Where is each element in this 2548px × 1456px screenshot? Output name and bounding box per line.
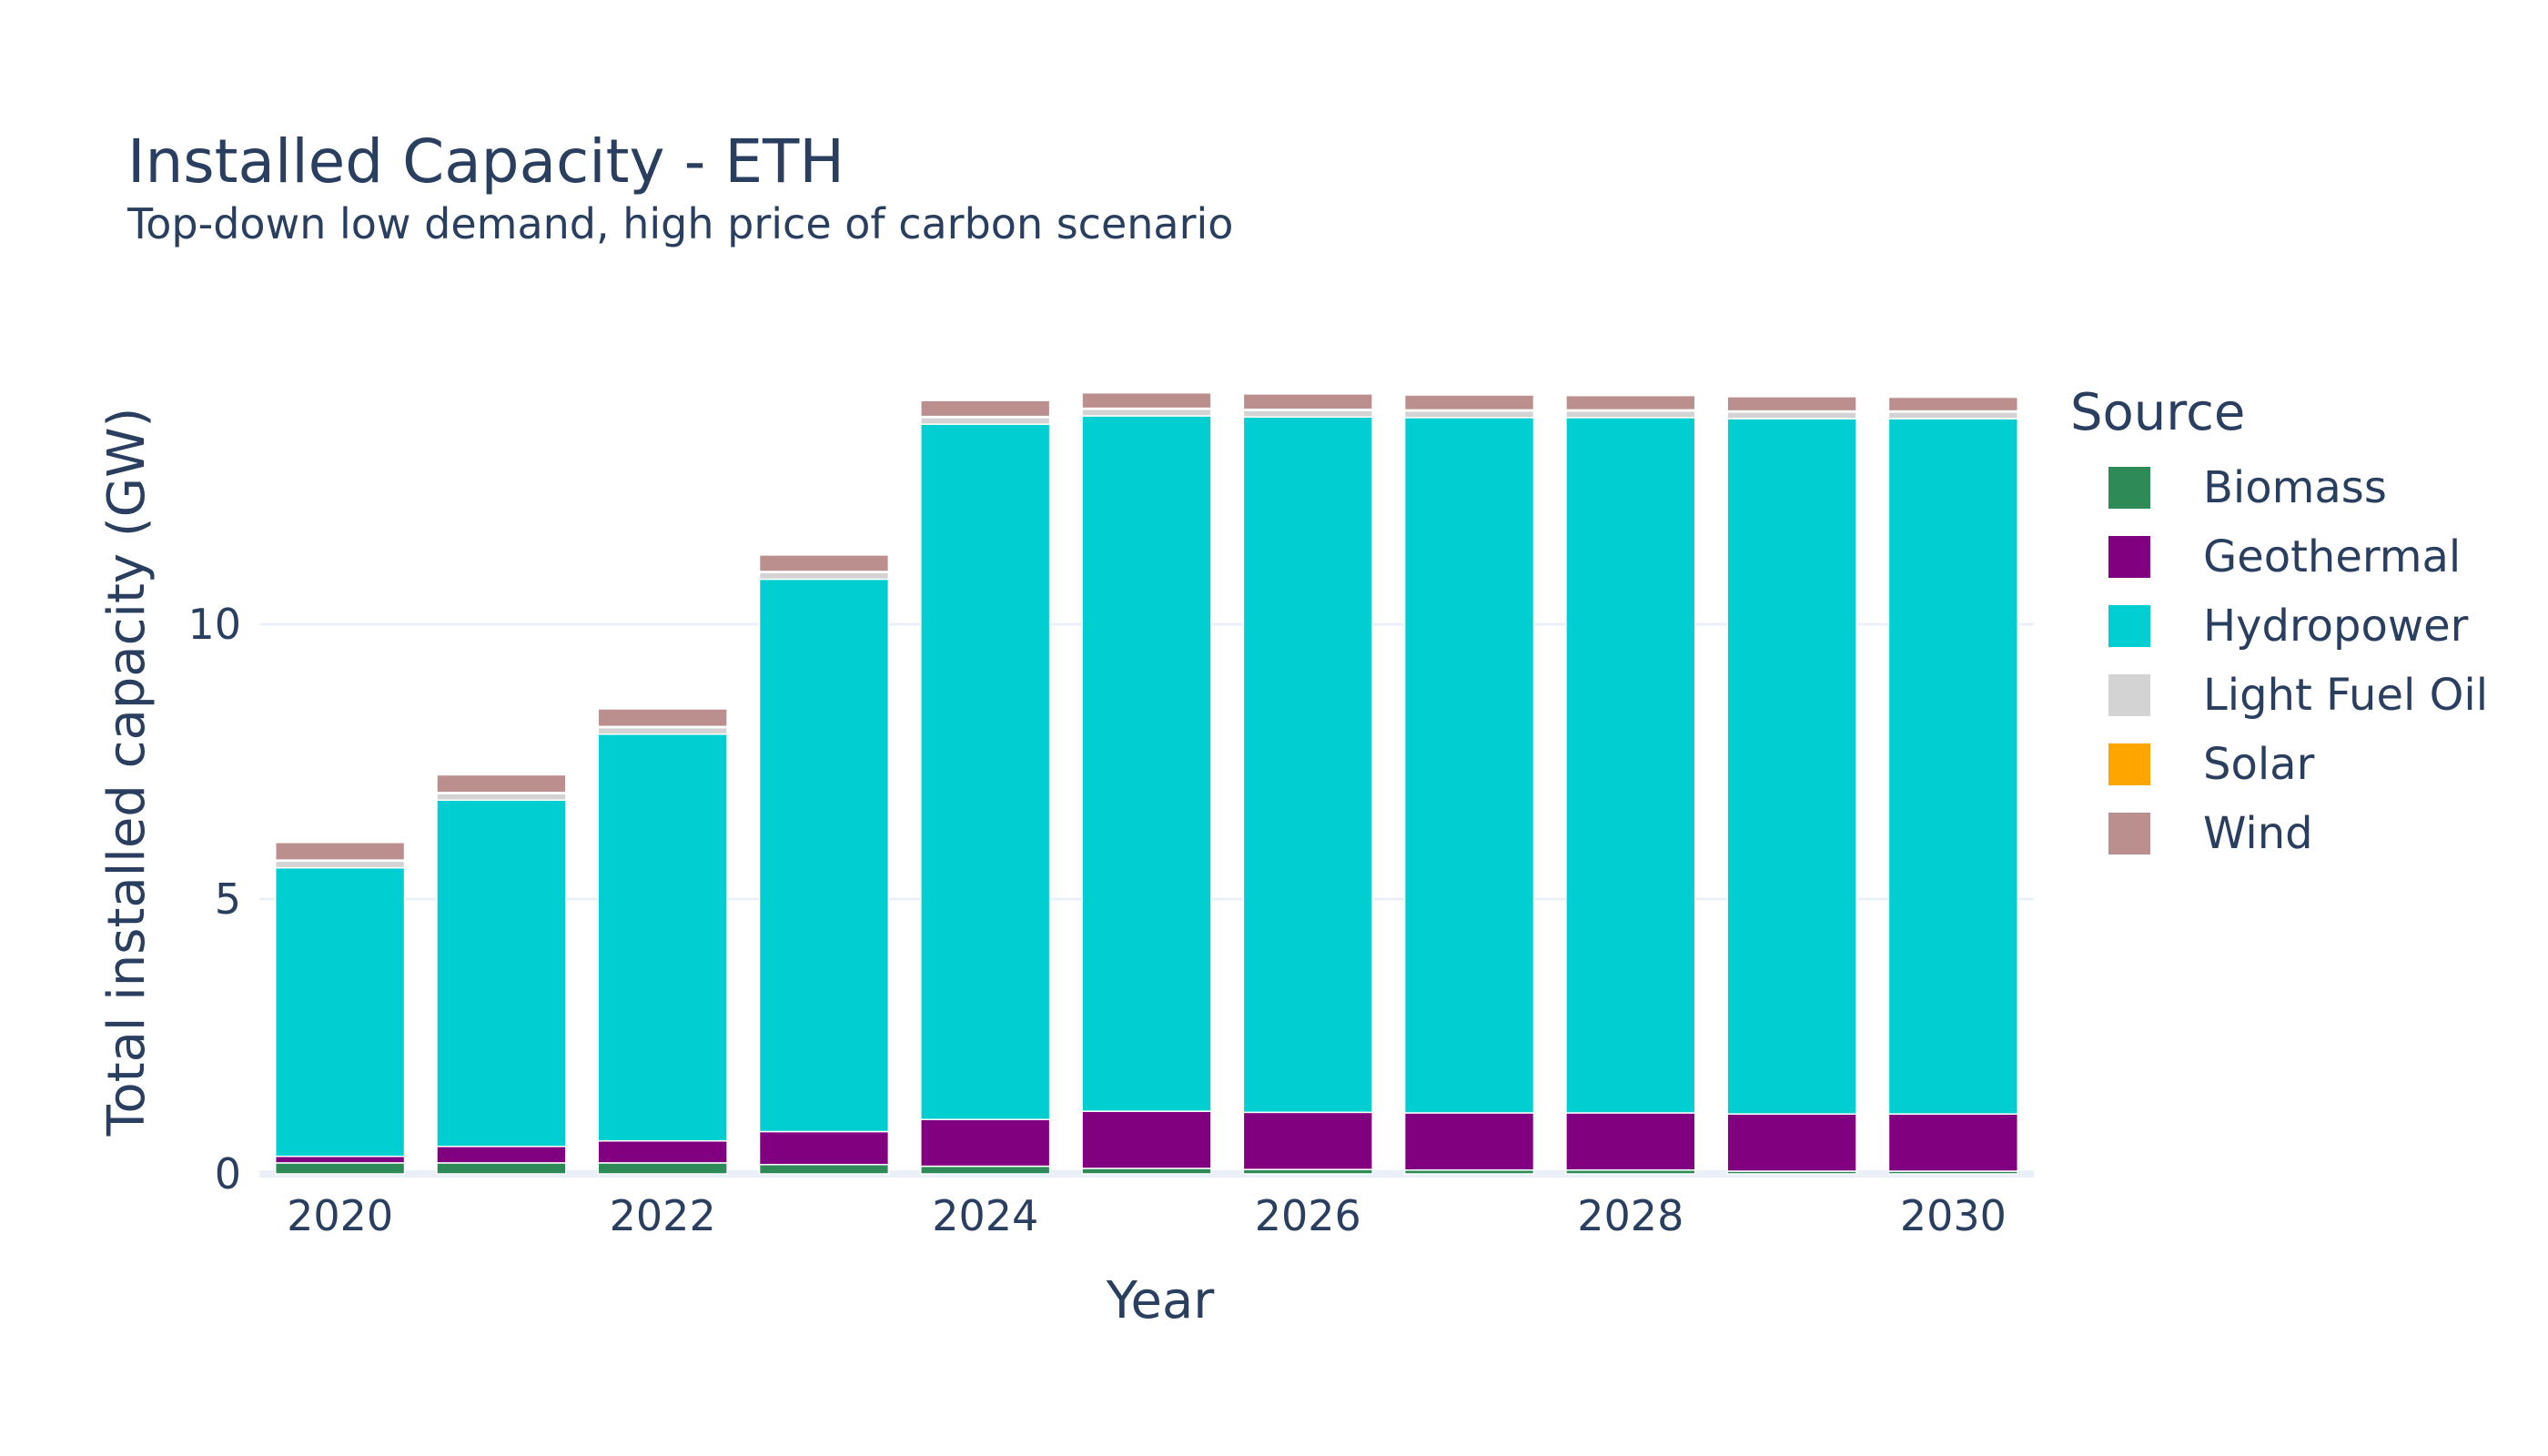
bar-geothermal-2028 xyxy=(1565,1112,1696,1171)
x-tick-label: 2026 xyxy=(1255,1191,1361,1240)
bar-hydropower-2023 xyxy=(758,578,890,1133)
y-axis-title: Total installed capacity (GW) xyxy=(97,408,157,1138)
legend-item-geothermal[interactable]: Geothermal xyxy=(2108,531,2461,582)
y-axis-ticks: 0 5 10 xyxy=(187,600,241,1198)
bar-stack-2030 xyxy=(1887,396,2019,1175)
bar-stack-2029 xyxy=(1726,396,1857,1175)
bar-light-fuel-oil-2030 xyxy=(1887,411,2019,420)
bar-hydropower-2030 xyxy=(1887,418,2019,1115)
y-tick-label: 10 xyxy=(187,600,241,649)
bar-hydropower-2021 xyxy=(436,799,567,1148)
bar-light-fuel-oil-2021 xyxy=(436,793,567,802)
bar-biomass-2020 xyxy=(274,1162,406,1175)
legend-label: Hydropower xyxy=(2203,601,2469,652)
bar-light-fuel-oil-2027 xyxy=(1403,410,1535,419)
bar-geothermal-2027 xyxy=(1403,1112,1535,1171)
legend-title: Source xyxy=(2070,383,2245,442)
bar-hydropower-2026 xyxy=(1242,416,1373,1114)
bar-stack-2026 xyxy=(1242,393,1373,1175)
legend-items: Biomass Geothermal Hydropower Light Fuel Oi… xyxy=(2108,462,2488,859)
x-tick-label: 2024 xyxy=(932,1191,1038,1240)
legend-swatch xyxy=(2108,674,2150,716)
bar-light-fuel-oil-2025 xyxy=(1081,409,1212,417)
bar-wind-2020 xyxy=(274,842,406,861)
bar-light-fuel-oil-2022 xyxy=(597,726,728,735)
bar-geothermal-2023 xyxy=(758,1130,890,1166)
y-tick-label: 5 xyxy=(215,875,241,924)
bar-hydropower-2029 xyxy=(1726,418,1857,1115)
legend-item-biomass[interactable]: Biomass xyxy=(2108,462,2387,513)
y-tick-label: 0 xyxy=(215,1149,241,1198)
bar-geothermal-2021 xyxy=(436,1146,567,1164)
legend-swatch xyxy=(2108,813,2150,854)
bar-geothermal-2020 xyxy=(274,1155,406,1164)
bar-stack-2022 xyxy=(597,708,728,1175)
bar-wind-2023 xyxy=(758,554,890,572)
x-tick-label: 2022 xyxy=(610,1191,716,1240)
bar-wind-2024 xyxy=(920,399,1051,418)
bar-geothermal-2026 xyxy=(1242,1111,1373,1170)
bar-stack-2027 xyxy=(1403,394,1535,1175)
bar-stack-2020 xyxy=(274,842,406,1175)
bar-wind-2030 xyxy=(1887,396,2019,412)
bar-stack-2025 xyxy=(1081,391,1212,1175)
chart-subtitle: Top-down low demand, high price of carbo… xyxy=(126,199,1233,248)
bar-geothermal-2022 xyxy=(597,1140,728,1164)
bar-stack-2028 xyxy=(1565,394,1696,1175)
legend-swatch xyxy=(2108,605,2150,647)
legend-label: Wind xyxy=(2203,808,2313,859)
legend-item-solar[interactable]: Solar xyxy=(2108,739,2315,790)
chart-title: Installed Capacity - ETH xyxy=(127,126,844,197)
bar-light-fuel-oil-2020 xyxy=(274,860,406,869)
bar-geothermal-2024 xyxy=(920,1118,1051,1168)
x-axis-ticks: 2020 2022 2024 2026 2028 2030 xyxy=(287,1191,2007,1240)
bar-biomass-2022 xyxy=(597,1162,728,1175)
bar-stack-2024 xyxy=(920,399,1051,1175)
bar-hydropower-2022 xyxy=(597,733,728,1142)
bar-biomass-2024 xyxy=(920,1165,1051,1175)
bar-light-fuel-oil-2026 xyxy=(1242,410,1373,419)
bar-hydropower-2025 xyxy=(1081,415,1212,1112)
legend-label: Biomass xyxy=(2203,462,2387,513)
bar-light-fuel-oil-2024 xyxy=(920,417,1051,425)
bar-wind-2022 xyxy=(597,708,728,728)
bar-wind-2025 xyxy=(1081,391,1212,410)
bar-light-fuel-oil-2029 xyxy=(1726,411,1857,420)
legend-item-wind[interactable]: Wind xyxy=(2108,808,2313,859)
legend-label: Light Fuel Oil xyxy=(2203,670,2488,721)
legend-swatch xyxy=(2108,536,2150,578)
x-tick-label: 2028 xyxy=(1577,1191,1684,1240)
bar-geothermal-2030 xyxy=(1887,1113,2019,1172)
bars xyxy=(274,391,2019,1175)
bar-wind-2029 xyxy=(1726,396,1857,412)
legend-item-light-fuel-oil[interactable]: Light Fuel Oil xyxy=(2108,670,2488,721)
bar-biomass-2023 xyxy=(758,1163,890,1175)
bar-wind-2027 xyxy=(1403,394,1535,411)
bar-stack-2023 xyxy=(758,554,890,1175)
bar-hydropower-2020 xyxy=(274,866,406,1158)
x-tick-label: 2020 xyxy=(287,1191,393,1240)
bar-wind-2028 xyxy=(1565,394,1696,411)
bar-biomass-2021 xyxy=(436,1162,567,1175)
bar-hydropower-2028 xyxy=(1565,417,1696,1114)
bar-geothermal-2029 xyxy=(1726,1113,1857,1172)
bar-wind-2021 xyxy=(436,774,567,794)
x-tick-label: 2030 xyxy=(1900,1191,2007,1240)
bar-hydropower-2027 xyxy=(1403,417,1535,1114)
bar-hydropower-2024 xyxy=(920,423,1051,1120)
legend-item-hydropower[interactable]: Hydropower xyxy=(2108,601,2469,652)
legend-swatch xyxy=(2108,743,2150,785)
legend-label: Solar xyxy=(2203,739,2315,790)
legend-label: Geothermal xyxy=(2203,531,2461,582)
x-axis-title: Year xyxy=(1106,1271,1216,1330)
bar-wind-2026 xyxy=(1242,393,1373,410)
bar-light-fuel-oil-2023 xyxy=(758,571,890,581)
bar-light-fuel-oil-2028 xyxy=(1565,410,1696,419)
bar-biomass-2025 xyxy=(1081,1168,1212,1175)
bar-geothermal-2025 xyxy=(1081,1110,1212,1169)
legend-swatch xyxy=(2108,467,2150,509)
bar-stack-2021 xyxy=(436,774,567,1175)
legend: Source Biomass Geothermal Hydropower Light … xyxy=(2070,383,2488,859)
